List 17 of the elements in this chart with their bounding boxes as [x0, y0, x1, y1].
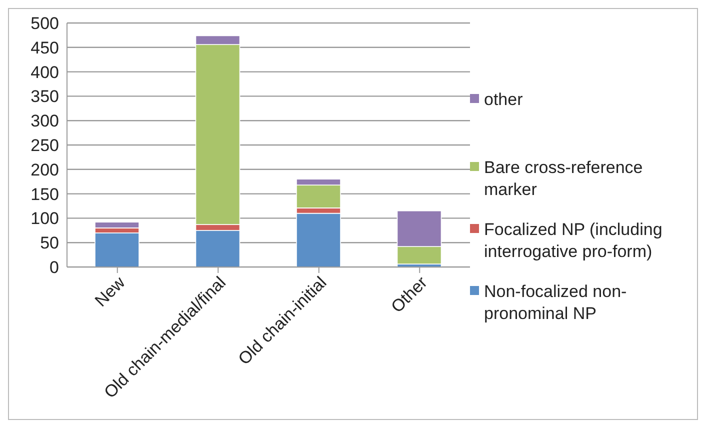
- y-tick-label: 100: [30, 209, 59, 228]
- y-tick-label: 150: [30, 184, 59, 204]
- y-tick-label: 500: [30, 14, 59, 34]
- legend-label: Focalized NP (including interrogative pro-form): [484, 219, 664, 263]
- bar: [94, 232, 140, 267]
- y-tick-label: 350: [30, 87, 59, 106]
- y-tick-label: 450: [30, 38, 59, 58]
- bar: [296, 212, 341, 267]
- legend-label: Non-focalized non-pronominal NP: [484, 281, 628, 325]
- y-tick-label: 50: [40, 234, 59, 253]
- y-tick-label: 250: [30, 136, 59, 156]
- y-tick-label: 400: [30, 62, 59, 82]
- legend-label: other: [484, 89, 523, 111]
- y-tick-label: 300: [30, 112, 59, 131]
- legend-label: Bare cross-reference marker: [484, 157, 644, 201]
- y-tick-label: 200: [30, 160, 59, 180]
- y-tick-label: 0: [50, 258, 59, 278]
